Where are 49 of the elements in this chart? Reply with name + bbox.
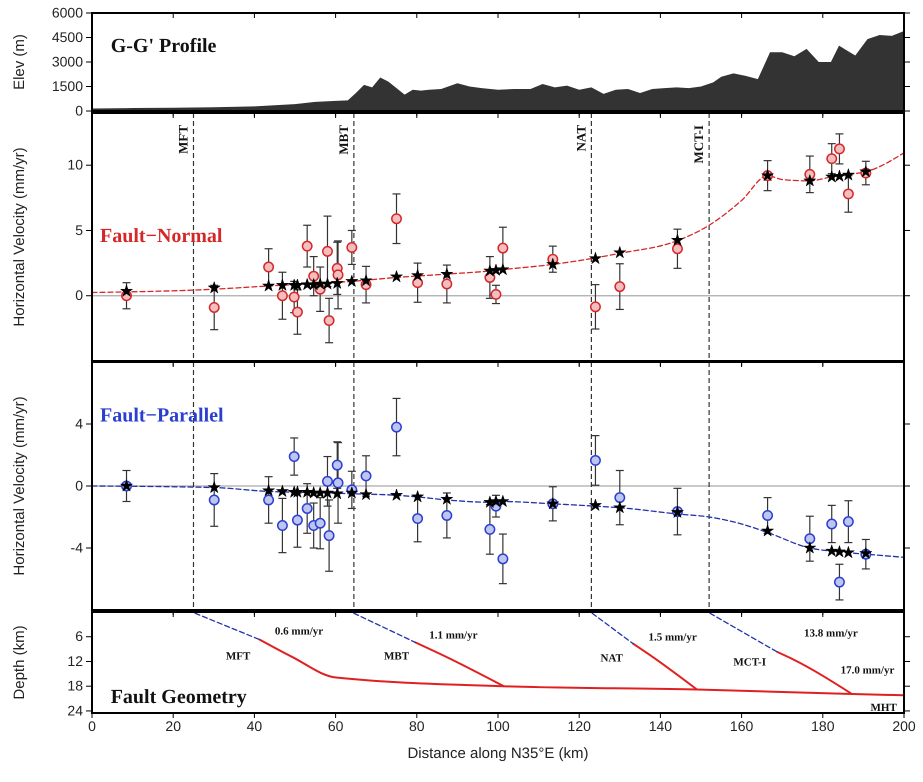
annotation: MFT: [226, 650, 252, 662]
ref-line-label: MFT: [176, 124, 190, 154]
y-axis-title: Horizontal Velocity (mm/yr): [11, 147, 28, 327]
y-tick-label: 18: [67, 678, 84, 694]
y-tick-label: 10: [67, 156, 84, 173]
annotation: NAT: [600, 652, 624, 664]
y-tick-label: 0: [75, 102, 84, 118]
annotation: 1.1 mm/yr: [429, 629, 478, 642]
x-tick-label: 200: [892, 718, 916, 734]
x-tick-label: 60: [328, 718, 344, 734]
y-tick-label: 5: [75, 222, 84, 238]
y-tick-label: 0: [75, 477, 84, 494]
ref-line-label: MBT: [336, 124, 351, 155]
y-axis-title: Depth (km): [11, 625, 28, 700]
y-tick-label: 4500: [52, 28, 84, 45]
x-tick-label: 20: [165, 718, 182, 734]
annotation: MBT: [384, 650, 410, 662]
x-tick-label: 180: [811, 718, 835, 734]
y-tick-label: -4: [70, 539, 84, 556]
text: G-G' Profile: [110, 35, 217, 58]
annotation: 1.5 mm/yr: [648, 632, 697, 644]
y-tick-label: 6000: [52, 4, 84, 20]
y-tick-label: 24: [67, 702, 84, 718]
y-tick-label: 0: [75, 287, 84, 304]
x-axis-title: Distance along N35°E (km): [407, 745, 589, 762]
text: Fault−Normal: [100, 224, 223, 247]
x-tick-label: 40: [246, 718, 262, 734]
x-tick-label: 100: [486, 718, 510, 734]
x-tick-label: 160: [730, 718, 754, 734]
text: Fault−Parallel: [100, 404, 224, 427]
x-tick-label: 140: [648, 718, 672, 734]
annotation: 17.0 mm/yr: [840, 664, 894, 677]
x-tick-label: 0: [88, 718, 96, 734]
text: Fault Geometry: [110, 686, 247, 708]
y-axis-title: Elev (m): [11, 34, 28, 90]
ref-line-label: NAT: [573, 124, 588, 152]
y-axis-title: Horizontal Velocity (mm/yr): [11, 396, 28, 576]
y-tick-label: 12: [67, 652, 84, 669]
y-tick-label: 3000: [52, 53, 84, 70]
ref-line-label: MCT-I: [691, 125, 706, 164]
annotation: 0.6 mm/yr: [274, 625, 324, 638]
x-tick-label: 120: [568, 718, 592, 734]
annotation: 13.8 mm/yr: [804, 627, 858, 640]
y-tick-label: 6: [75, 628, 84, 644]
x-tick-label: 80: [409, 718, 425, 734]
annotation: MHT: [870, 702, 898, 714]
annotation: MCT-I: [733, 656, 766, 668]
y-tick-label: 4: [75, 415, 84, 432]
y-tick-label: 1500: [52, 78, 84, 94]
